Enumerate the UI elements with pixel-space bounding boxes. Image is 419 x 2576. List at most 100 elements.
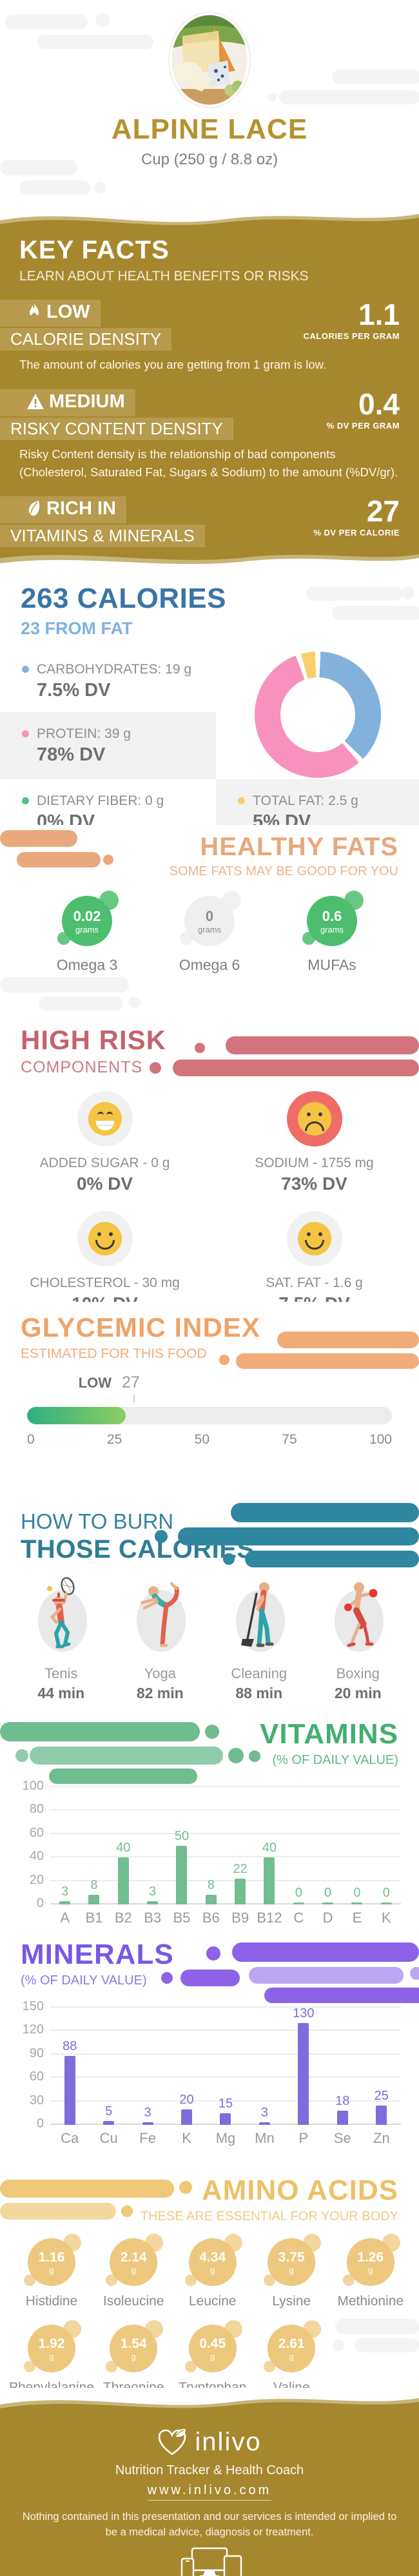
chart-gridline: 40 — [30, 1849, 401, 1863]
disclaimer-text: Nothing contained in this presentation a… — [22, 2511, 397, 2538]
minerals-section: MINERALS (% OF DAILY VALUE) 0 30 60 90 120 15… — [0, 1933, 419, 2165]
amino-name: Threonine — [102, 2380, 164, 2388]
x-axis-tick: A — [60, 1910, 70, 1926]
minerals-bar-chart: 0 30 60 90 120 150 88 5 3 20 15 3 130 18 25 Ca Cu Fe K Mg Mn… — [0, 1999, 419, 2147]
risk-circle — [77, 1211, 133, 1266]
bar — [298, 2023, 309, 2125]
x-axis-tick: B3 — [144, 1910, 162, 1926]
risk-label: CHOLESTEROL - 30 mg — [30, 1275, 180, 1290]
y-axis-tick: 120 — [22, 2022, 44, 2037]
amino-subtitle: THESE ARE ESSENTIAL FOR YOUR BODY — [140, 2209, 398, 2223]
bar — [336, 2111, 348, 2125]
chart-gridline: 0 — [37, 1896, 401, 1910]
chart-gridline: 30 — [30, 2093, 401, 2107]
face-eye — [106, 1112, 113, 1117]
bar — [64, 2056, 75, 2125]
bar-group: 8 — [197, 1878, 226, 1904]
y-axis-tick: 0 — [36, 1896, 44, 1910]
healthy-fats-list: 0.02 grams Omega 3 0 grams Omega 6 0.6 grams MUF… — [26, 891, 393, 974]
x-axis-tick: Cu — [99, 2130, 118, 2146]
risk-circle — [77, 1091, 133, 1147]
decor-blob — [268, 70, 419, 108]
minerals-title: MINERALS — [21, 1939, 174, 1970]
chart-gridline: 60 — [30, 1826, 401, 1840]
y-axis-tick: 60 — [29, 2069, 44, 2084]
face-mouth — [95, 1240, 115, 1250]
activity-minutes: 44 min — [37, 1685, 85, 1701]
glycemic-section: GLYCEMIC INDEX ESTIMATED FOR THIS FOOD L… — [0, 1302, 419, 1495]
x-axis-tick: Ca — [61, 2130, 79, 2146]
bar-group: 25 — [362, 2089, 401, 2125]
risk-label: ADDED SUGAR - 0 g — [39, 1156, 170, 1170]
bar-group: 3 — [50, 1884, 79, 1904]
chart-gridline: 120 — [23, 2022, 401, 2037]
page-title: ALPINE LACE — [111, 113, 308, 145]
activity-label: Tenis — [44, 1665, 78, 1681]
scale-tick: 50 — [194, 1432, 210, 1447]
amino-value: 0.45 — [199, 2336, 226, 2351]
vitamins-subtitle: (% OF DAILY VALUE) — [272, 1753, 398, 1767]
face-eye — [318, 1112, 322, 1116]
risk-item: SAT. FAT - 1.6 g 7.5% DV — [210, 1211, 419, 1302]
chart-plot-area: 0 20 40 60 80 100 3 8 40 3 50 8 22 40 0 0 0 0 — [23, 1779, 401, 1910]
amino-amount-blob: 1.92 g — [23, 2320, 81, 2372]
bar-group: 40 — [109, 1841, 138, 1904]
amino-amount-blob: 4.34 g — [184, 2234, 242, 2286]
amino-amount-blob: 3.75 g — [264, 2234, 322, 2286]
x-axis-tick: Mn — [255, 2130, 275, 2146]
amino-value: 1.54 — [120, 2336, 147, 2351]
wave-divider — [0, 2388, 419, 2416]
x-axis-tick: B12 — [257, 1910, 282, 1926]
risk-dv-value: 0% DV — [76, 1174, 133, 1194]
macro-legend-row: TOTAL FAT: 2.5 g — [238, 793, 419, 809]
decor-blob — [0, 13, 168, 64]
macro-legend-item: PROTEIN: 39 g 78% DV — [0, 712, 216, 779]
amino-item: 1.26 g Methionine — [331, 2234, 410, 2309]
fact-risky-density: MEDIUM RISKY CONTENT DENSITY 0.4 % DV PE… — [0, 389, 400, 481]
bar-group: 22 — [226, 1862, 255, 1904]
fact-level: MEDIUM — [49, 391, 125, 412]
key-facts-title: KEY FACTS — [19, 236, 170, 264]
legend-dot-icon — [238, 797, 245, 804]
macro-legend-item: DIETARY FIBER: 0 g 0% DV — [0, 779, 216, 825]
fat-value: 0.02 — [73, 907, 101, 924]
amino-name: Histidine — [25, 2294, 78, 2309]
activity-tennis: Tenis 44 min — [16, 1577, 106, 1702]
risk-item: SODIUM - 1755 mg 73% DV — [210, 1091, 419, 1194]
smile-face-icon — [297, 1222, 331, 1255]
website-link[interactable]: www.inlivo.com — [147, 2483, 272, 2501]
high-risk-subtitle: COMPONENTS — [21, 1058, 143, 1076]
risk-circle — [286, 1091, 342, 1147]
fact-unit: % DV PER GRAM — [326, 420, 400, 431]
cleaning-icon — [235, 1582, 285, 1652]
fact-description: The amount of calories you are getting f… — [19, 358, 327, 371]
bar-group: 0 — [284, 1886, 313, 1904]
x-axis-tick: Zn — [373, 2130, 390, 2146]
bar-value-label: 18 — [335, 2094, 350, 2109]
fact-label: CALORIE DENSITY — [0, 328, 172, 351]
legend-dot-icon — [22, 666, 29, 673]
x-axis-tick: Se — [333, 2130, 351, 2146]
amino-unit: g — [49, 2265, 54, 2275]
amino-name: Methionine — [337, 2294, 404, 2309]
bar-value-label: 3 — [149, 1884, 157, 1899]
y-axis-tick: 60 — [29, 1825, 44, 1840]
scale-tick: 25 — [106, 1432, 122, 1447]
risk-dv-value: 73% DV — [281, 1174, 347, 1194]
warning-icon — [27, 393, 44, 414]
bar-value-label: 3 — [61, 1884, 69, 1899]
x-axis-labels: Ca Cu Fe K Mg Mn P Se Zn — [50, 2130, 401, 2147]
burn-title-line1: HOW TO BURN — [21, 1509, 174, 1533]
x-axis-tick: B5 — [173, 1910, 191, 1926]
scale-tick: 100 — [369, 1432, 392, 1447]
bar-value-label: 3 — [260, 2106, 268, 2120]
amino-unit: g — [131, 2265, 136, 2275]
bar-group: 18 — [323, 2094, 362, 2125]
fact-value: 1.1 — [358, 298, 400, 331]
bar — [176, 1846, 188, 1904]
amino-item: 1.54 g Threonine — [94, 2320, 173, 2388]
bar — [322, 1903, 334, 1904]
glycemic-fill — [27, 1407, 126, 1424]
face-mouth — [304, 1240, 324, 1250]
yoga-icon — [137, 1582, 186, 1652]
